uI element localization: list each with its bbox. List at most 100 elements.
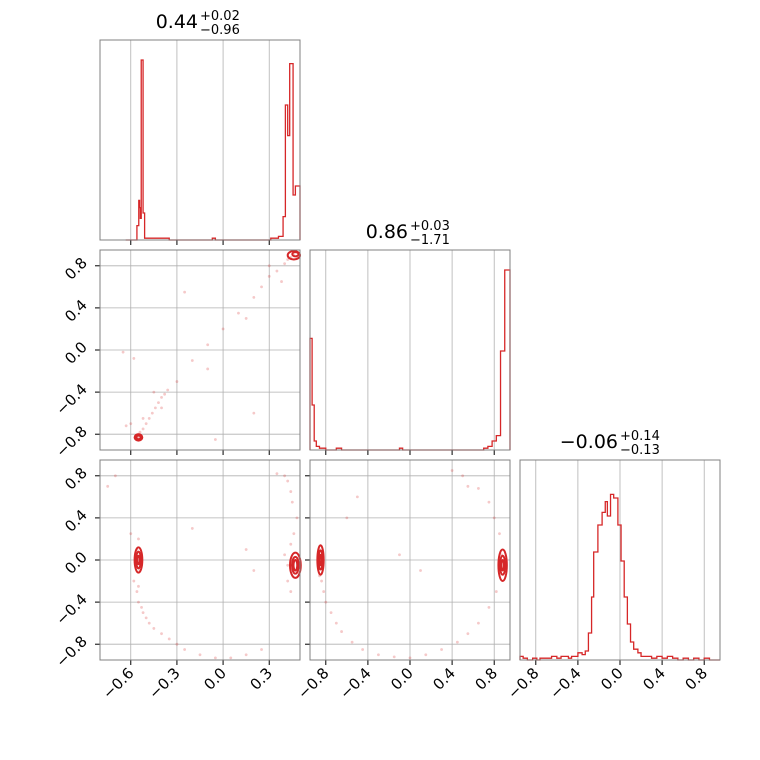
density-contour — [497, 548, 508, 583]
panel-title-value: −0.06 — [560, 431, 618, 453]
scatter-frame — [309, 459, 511, 661]
sample-point — [498, 532, 501, 536]
sample-point — [292, 532, 296, 536]
sample-point — [283, 553, 287, 557]
histogram-step-line — [309, 269, 511, 451]
density-contour — [500, 559, 505, 572]
sample-point — [160, 395, 163, 399]
sample-point — [455, 640, 459, 644]
histogram-panel-2: −0.06 +0.14−0.13 −0.8 −0.4 0.0 0.4 0.8 — [504, 429, 720, 703]
x-tick-label: −0.8 — [294, 664, 332, 702]
panel-title-value: 0.86 — [366, 221, 408, 243]
sample-point — [190, 359, 194, 362]
sample-point — [419, 569, 422, 572]
histogram-panel-1: 0.86 +0.03−1.71 — [309, 219, 511, 455]
sample-point — [487, 500, 491, 504]
sample-point — [113, 474, 117, 478]
sample-point — [213, 656, 217, 660]
sample-point — [350, 640, 354, 644]
sample-point — [286, 479, 290, 483]
sample-point — [129, 532, 133, 536]
y-tick-label: 0.0 — [61, 548, 91, 578]
scatter-frame — [99, 249, 301, 451]
sample-point — [466, 632, 470, 636]
sample-point — [140, 605, 143, 609]
histogram-frame — [519, 459, 721, 661]
sample-point — [377, 653, 380, 657]
sample-point — [286, 563, 290, 567]
sample-point — [361, 648, 365, 651]
x-tick-label: 0.0 — [200, 664, 230, 694]
sample-point — [141, 417, 145, 420]
density-contour — [136, 554, 141, 566]
sample-point — [260, 285, 263, 289]
y-tick-label: 0.4 — [61, 506, 91, 536]
sample-point — [345, 516, 349, 520]
sample-point — [135, 590, 139, 593]
sample-point — [267, 274, 271, 278]
sample-point — [190, 527, 194, 530]
x-tick-label: −0.4 — [546, 664, 584, 702]
sample-point — [144, 422, 148, 426]
y-tick-label: −0.4 — [52, 380, 90, 418]
panel-title-upper-error: +0.02 — [200, 9, 240, 24]
sample-point — [160, 406, 163, 410]
density-contour — [135, 434, 142, 441]
panel-title-upper-error: +0.14 — [620, 429, 660, 444]
x-tick-label: −0.6 — [99, 664, 137, 702]
x-tick-label: 0.0 — [597, 664, 627, 694]
y-tick-label: −0.4 — [52, 590, 90, 628]
sample-point — [408, 656, 412, 660]
sample-point — [260, 648, 263, 651]
scatter-panel-2-1: −0.8 −0.4 0.0 0.4 0.8 — [294, 460, 510, 703]
sample-point — [138, 430, 142, 434]
sample-point — [124, 424, 128, 428]
panel-title-value: 0.44 — [156, 11, 198, 33]
sample-point — [206, 343, 210, 347]
sample-point — [132, 357, 136, 360]
sample-point — [160, 632, 163, 636]
sample-point — [477, 621, 480, 625]
y-tick-label: −0.8 — [52, 422, 90, 460]
y-tick-label: 0.8 — [61, 254, 91, 284]
sample-point — [280, 280, 283, 283]
density-contour — [499, 554, 507, 576]
sample-point — [320, 579, 323, 583]
histogram-frame — [309, 249, 511, 451]
sample-point — [334, 621, 338, 625]
sample-point — [289, 490, 293, 493]
sample-point — [461, 474, 465, 478]
sample-point — [147, 621, 151, 625]
sample-point — [175, 380, 179, 383]
density-contour — [289, 551, 302, 579]
sample-point — [144, 616, 148, 620]
density-contour — [133, 546, 144, 574]
y-tick-label: 0.4 — [61, 296, 91, 326]
x-tick-label: 0.3 — [246, 664, 276, 694]
sample-point — [290, 500, 294, 504]
sample-point — [157, 401, 160, 405]
x-tick-label: −0.3 — [145, 664, 183, 702]
sample-point — [286, 258, 290, 261]
sample-point — [121, 350, 125, 354]
sample-point — [275, 269, 279, 273]
sample-point — [324, 600, 328, 604]
sample-point — [329, 611, 333, 615]
sample-point — [132, 579, 136, 583]
density-contour — [133, 433, 144, 442]
scatter-panel-2-0: −0.8 −0.4 0.0 0.4 0.8 −0.6 −0.3 0.0 0.3 — [52, 460, 302, 703]
histogram-panel-0: 0.44 +0.02−0.96 — [125, 9, 301, 245]
sample-point — [252, 295, 256, 299]
sample-point — [229, 656, 233, 660]
sample-point — [137, 584, 140, 588]
sample-point — [183, 648, 187, 651]
sample-point — [141, 427, 145, 431]
histogram-step-line — [125, 59, 301, 241]
y-tick-label: −0.8 — [52, 632, 90, 670]
sample-point — [137, 600, 140, 604]
sample-point — [153, 406, 157, 410]
scatter-frame — [99, 459, 301, 661]
histogram-frame — [99, 39, 301, 241]
sample-point — [150, 411, 154, 415]
